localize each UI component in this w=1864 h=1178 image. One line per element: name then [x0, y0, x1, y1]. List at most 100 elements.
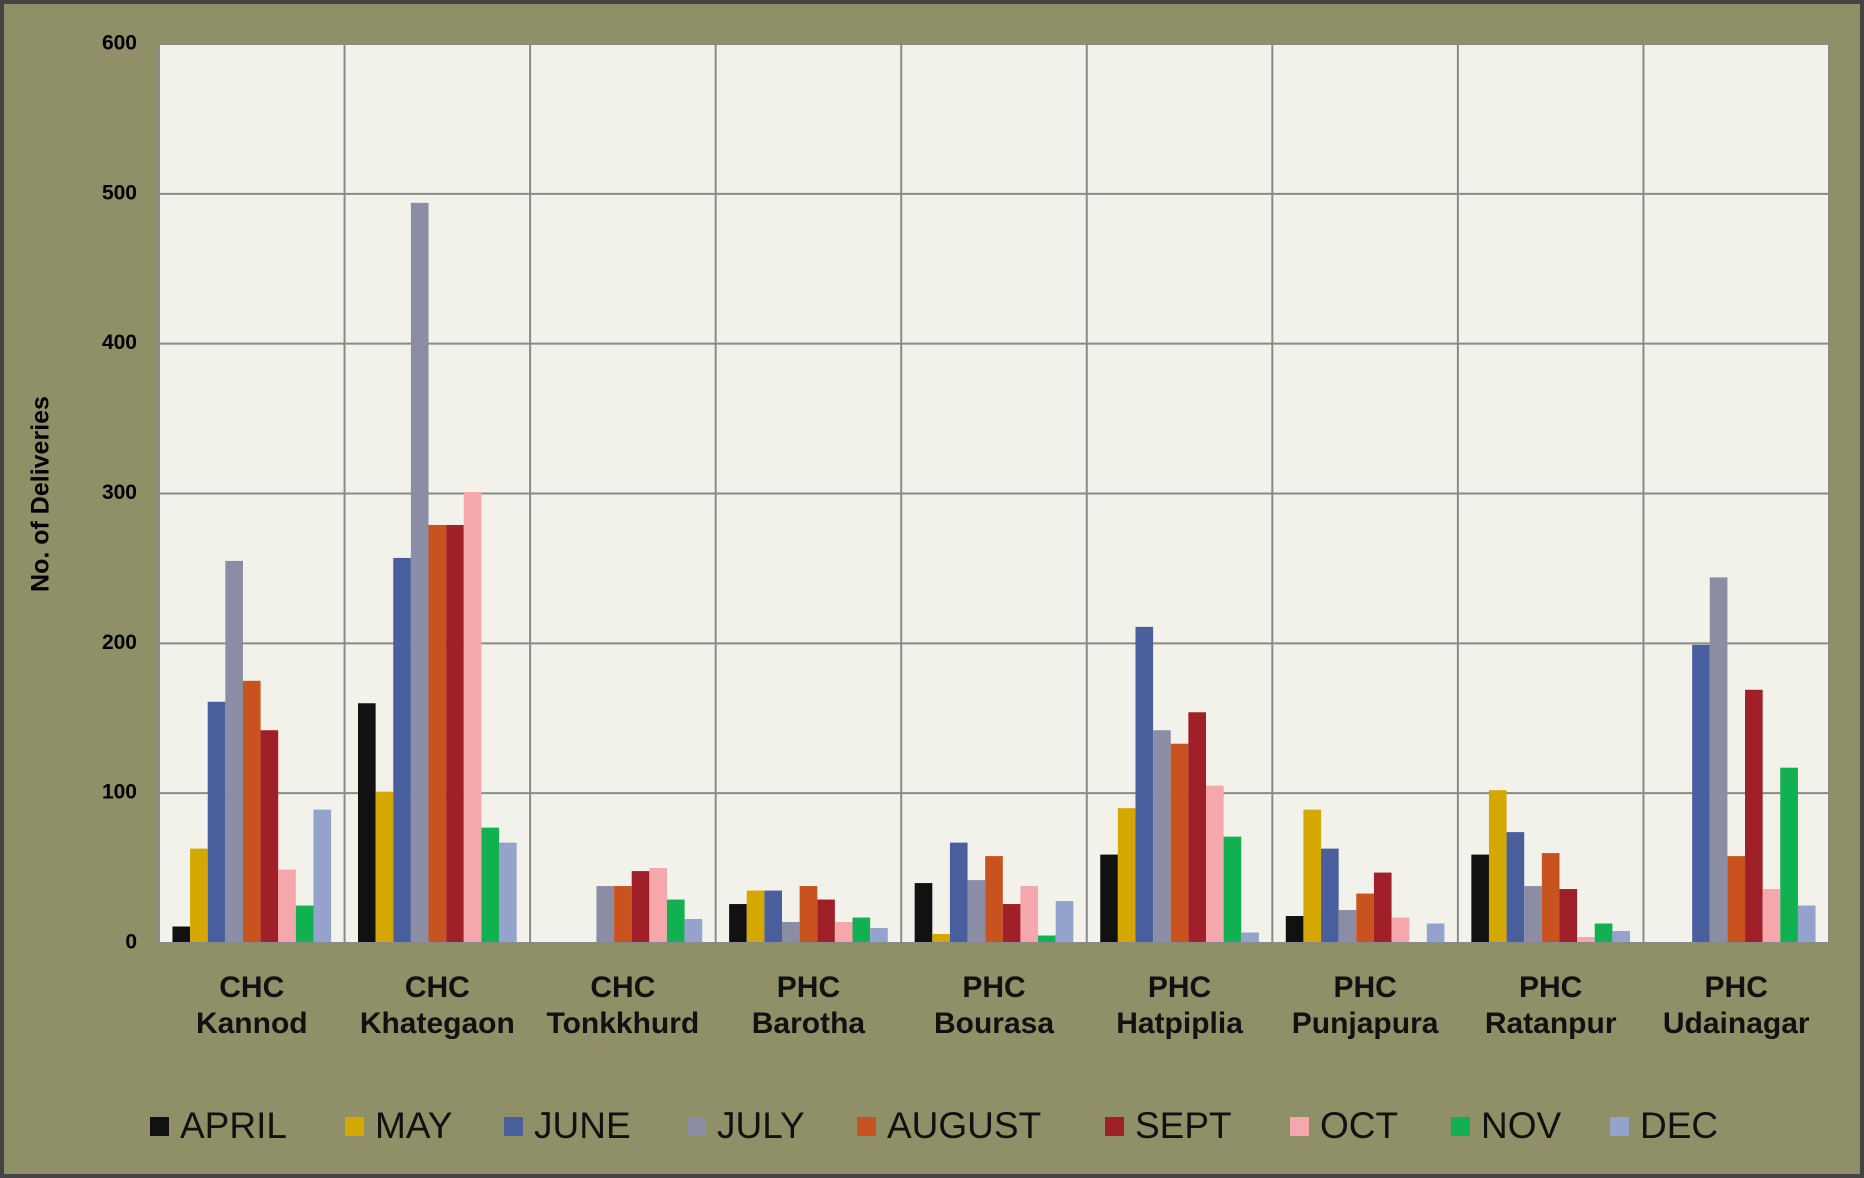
- bar: [764, 890, 783, 943]
- legend-swatch: [504, 1117, 523, 1136]
- bar: [1391, 917, 1410, 943]
- bar: [481, 827, 500, 943]
- legend-label: AUGUST: [887, 1105, 1041, 1146]
- bar: [1709, 577, 1728, 943]
- bar: [870, 928, 888, 943]
- bar: [614, 886, 632, 943]
- bar: [1780, 767, 1798, 943]
- bar: [1285, 916, 1304, 943]
- y-axis-label: No. of Deliveries: [27, 396, 55, 592]
- y-tick-label: 0: [125, 931, 137, 954]
- bar: [499, 842, 517, 943]
- bar: [1002, 904, 1021, 943]
- bar: [834, 922, 853, 943]
- bar: [278, 869, 296, 943]
- y-tick-label: 400: [102, 331, 137, 354]
- y-tick-label: 600: [102, 32, 137, 55]
- bar: [1117, 808, 1136, 943]
- bar: [463, 492, 482, 943]
- y-tick-label: 100: [102, 781, 137, 804]
- bar: [393, 557, 411, 943]
- bar: [295, 905, 314, 943]
- bar: [1153, 730, 1171, 943]
- bar: [1241, 932, 1259, 943]
- legend-swatch: [1451, 1117, 1470, 1136]
- bar: [428, 524, 447, 943]
- bar: [1020, 886, 1039, 943]
- bar: [649, 868, 667, 943]
- bar: [1541, 853, 1560, 943]
- x-tick-label: CHC Tonkkhurd: [546, 971, 699, 1040]
- bar: [1559, 889, 1578, 943]
- bar: [358, 703, 376, 943]
- legend-label: MAY: [375, 1105, 452, 1146]
- y-tick-label: 300: [102, 481, 137, 504]
- bar: [1692, 644, 1710, 943]
- x-tick-label: PHC Punjapura: [1292, 971, 1439, 1040]
- legend-swatch: [150, 1117, 169, 1136]
- bar: [666, 899, 685, 943]
- bar: [746, 890, 765, 943]
- x-tick-label: CHC Khategaon: [360, 971, 515, 1040]
- bar: [172, 926, 191, 943]
- bar: [1188, 712, 1206, 943]
- bar: [817, 899, 835, 943]
- bar: [260, 730, 279, 943]
- bar: [1488, 790, 1507, 943]
- bar: [207, 701, 226, 943]
- bar: [1524, 886, 1542, 943]
- bar: [1038, 935, 1056, 943]
- bar: [1170, 743, 1189, 943]
- bar: [1303, 809, 1322, 943]
- bar: [1745, 689, 1763, 943]
- bar: [225, 560, 243, 943]
- bar: [1506, 832, 1525, 943]
- bar: [631, 871, 650, 943]
- bar: [1135, 626, 1154, 943]
- bar: [1762, 889, 1781, 943]
- legend-swatch: [1610, 1117, 1629, 1136]
- bar: [1356, 893, 1374, 943]
- x-tick-label: PHC Hatpiplia: [1116, 971, 1243, 1040]
- x-tick-label: CHC Kannod: [196, 971, 308, 1040]
- x-tick-label: PHC Barotha: [752, 971, 866, 1040]
- bar: [967, 880, 986, 943]
- bar: [1797, 905, 1816, 943]
- bar: [782, 922, 800, 943]
- bar: [1321, 848, 1339, 943]
- legend-label: NOV: [1481, 1105, 1562, 1146]
- legend-swatch: [687, 1117, 706, 1136]
- y-tick-label: 500: [102, 181, 137, 204]
- x-tick-label: PHC Bourasa: [934, 971, 1054, 1040]
- bar: [1426, 923, 1445, 943]
- bar: [242, 680, 261, 943]
- legend-label: APRIL: [180, 1105, 287, 1146]
- bar: [852, 917, 871, 943]
- y-tick-label: 200: [102, 631, 137, 654]
- legend-swatch: [345, 1117, 364, 1136]
- bar: [596, 886, 615, 943]
- bar: [1055, 901, 1074, 943]
- legend-label: SEPT: [1135, 1105, 1232, 1146]
- bar: [949, 842, 968, 943]
- legend-label: OCT: [1320, 1105, 1398, 1146]
- bar: [190, 848, 208, 943]
- bar: [1338, 910, 1357, 943]
- bar: [1727, 856, 1746, 943]
- bar: [914, 883, 933, 943]
- legend-swatch: [1290, 1117, 1309, 1136]
- bar: [375, 791, 394, 943]
- bar: [1612, 931, 1630, 943]
- legend-label: DEC: [1640, 1105, 1718, 1146]
- bar: [932, 934, 950, 943]
- bar: [799, 886, 818, 943]
- legend-swatch: [1105, 1117, 1124, 1136]
- legend-label: JUNE: [534, 1105, 631, 1146]
- legend-swatch: [857, 1117, 876, 1136]
- bar: [1373, 872, 1392, 943]
- bar: [446, 524, 464, 943]
- x-tick-label: PHC Udainagar: [1663, 971, 1810, 1040]
- bar: [1577, 937, 1595, 943]
